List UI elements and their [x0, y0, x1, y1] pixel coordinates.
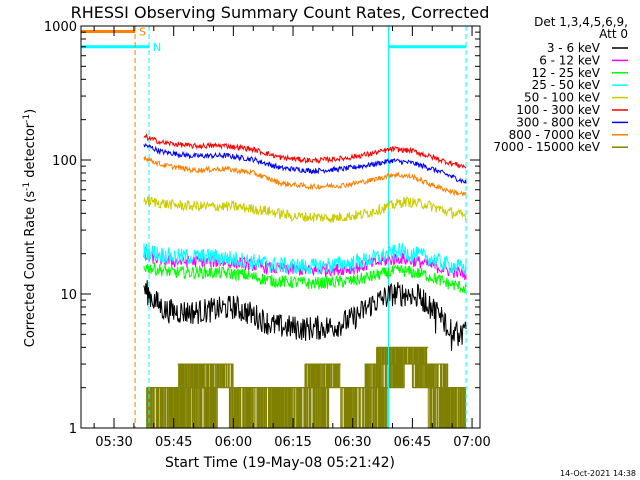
y-axis-label: Corrected Count Rate (s-1 detector-1): [22, 109, 38, 347]
x-tick-label-0630: 06:30: [334, 435, 371, 450]
x-axis-label: Start Time (19-May-08 05:21:42): [165, 455, 395, 471]
legend-label-50-100-kev: 50 - 100 keV: [524, 91, 601, 105]
olive-band-9: [427, 387, 467, 429]
x-axis: 05:30 05:45 06:00 06:15 06:30 06:45 07:00: [93, 26, 491, 450]
legend-label-6-12-kev: 6 - 12 keV: [539, 53, 601, 67]
y-axis-label-exp1: -1: [22, 182, 32, 191]
plot-frame: [80, 25, 481, 429]
chart-title: RHESSI Observing Summary Count Rates, Co…: [71, 3, 490, 22]
legend-header-detectors: Det 1,3,4,5,6,9,: [534, 15, 628, 29]
legend-label-25-50-kev: 25 - 50 keV: [532, 78, 601, 92]
olive-band-8: [411, 363, 449, 389]
legend-label-7000-15000-kev: 7000 - 15000 keV: [493, 140, 600, 154]
legend-label-12-25-kev: 12 - 25 keV: [532, 66, 601, 80]
y-axis-label-exp2: -1: [22, 114, 32, 123]
legend-label-800-7000-kev: 800 - 7000 keV: [509, 128, 601, 142]
legend-header-attenuator: Att 0: [599, 27, 628, 41]
legend-label-3-6-kev: 3 - 6 keV: [547, 41, 601, 55]
y-tick-label-1: 1: [69, 422, 77, 437]
x-tick-label-0645: 06:45: [394, 435, 431, 450]
olive-band-6: [364, 363, 405, 389]
series-line-800-7000-kev: [143, 154, 467, 197]
olive-band-0: [146, 387, 218, 429]
olive-band-1: [177, 363, 234, 389]
series-line-50-100-kev: [143, 195, 467, 223]
legend-label-300-800-kev: 300 - 800 keV: [516, 115, 600, 129]
y-tick-label-100: 100: [52, 154, 77, 169]
x-tick-label-0545: 05:45: [155, 435, 192, 450]
y-axis-label-middle: detector: [23, 122, 38, 182]
y-axis-label-start: Corrected Count Rate (s: [23, 191, 38, 348]
y-tick-label-1000: 1000: [44, 20, 77, 35]
footer-date: 14-Oct-2021 14:38: [560, 469, 636, 478]
y-axis-label-end: ): [23, 109, 38, 114]
x-tick-label-0700: 07:00: [453, 435, 490, 450]
x-tick-label-0600: 06:00: [215, 435, 252, 450]
x-tick-label-0615: 06:15: [274, 435, 311, 450]
series-line-3-6-kev: [143, 280, 467, 351]
flag-label-s: S: [139, 25, 146, 38]
flag-label-n: N: [153, 41, 161, 54]
olive-band-2: [228, 387, 278, 429]
x-tick-label-0530: 05:30: [95, 435, 132, 450]
y-tick-label-10: 10: [60, 288, 77, 303]
series-line-12-25-kev: [143, 262, 467, 294]
legend-label-100-300-kev: 100 - 300 keV: [516, 103, 600, 117]
series-line-300-800-kev: [143, 142, 467, 184]
olive-band-3: [276, 387, 330, 429]
series-line-100-300-kev: [143, 133, 467, 169]
series-line-25-50-kev: [143, 242, 467, 276]
olive-band-7: [376, 346, 429, 365]
olive-band-4: [304, 363, 341, 389]
plot-area: SN: [80, 25, 481, 429]
y-axis: 1 10 100 1000: [44, 20, 480, 437]
olive-band-5: [340, 387, 389, 429]
